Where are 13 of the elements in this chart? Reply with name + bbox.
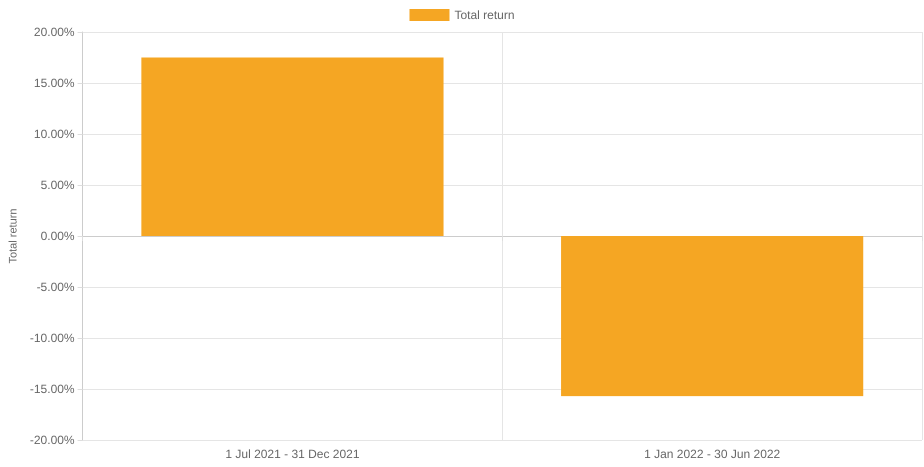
y-tick-label: 10.00% [34,127,75,141]
y-tick-label: 15.00% [34,76,75,90]
y-tick-label: -5.00% [36,280,75,294]
y-tick-label: -20.00% [30,433,75,447]
legend-label: Total return [454,8,515,22]
x-tick-label: 1 Jan 2022 - 30 Jun 2022 [644,447,781,461]
y-axis-title: Total return [8,208,20,264]
y-tick-label: 5.00% [40,178,75,192]
y-tick-label: 0.00% [40,229,75,243]
y-tick-label: -10.00% [30,331,75,345]
y-tick-label: -15.00% [30,382,75,396]
x-tick-label: 1 Jul 2021 - 31 Dec 2021 [225,447,360,461]
y-tick-label: 20.00% [34,25,75,39]
